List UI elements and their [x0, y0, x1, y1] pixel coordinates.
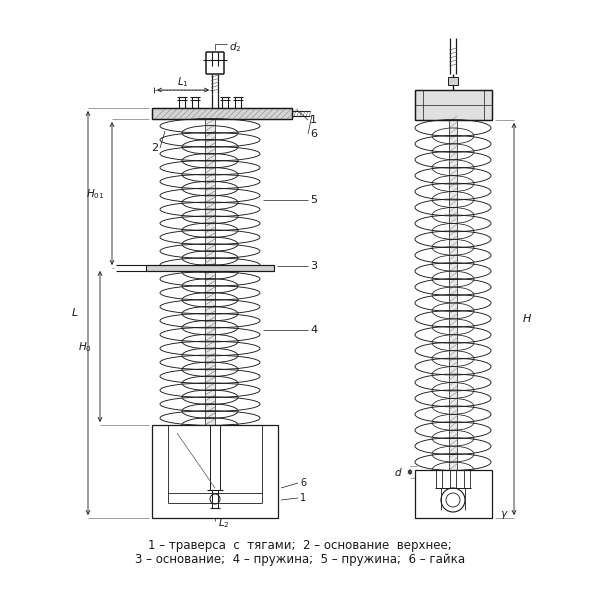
Text: $H_0$: $H_0$ [78, 340, 92, 354]
Bar [415, 470, 492, 518]
Text: $L_1$: $L_1$ [177, 75, 189, 89]
Text: 1: 1 [300, 493, 306, 503]
Text: $d$: $d$ [394, 466, 403, 478]
Bar [152, 425, 278, 518]
Text: $d_2$: $d_2$ [229, 40, 241, 54]
Bar [448, 77, 458, 85]
Text: 1 – траверса  с  тягами;  2 – основание  верхнее;: 1 – траверса с тягами; 2 – основание вер… [148, 539, 452, 551]
Text: $\gamma$: $\gamma$ [500, 509, 509, 521]
Text: $L_2$: $L_2$ [218, 516, 230, 530]
Text: L: L [72, 308, 78, 318]
Text: 1: 1 [310, 115, 317, 125]
Bar [415, 90, 492, 120]
Bar [146, 265, 274, 271]
Bar [205, 119, 215, 425]
Text: 4: 4 [310, 325, 317, 335]
Text: 3: 3 [310, 261, 317, 271]
Text: $d_1$: $d_1$ [162, 505, 175, 519]
Text: 5: 5 [310, 195, 317, 205]
Text: 6: 6 [300, 478, 306, 488]
Bar [449, 120, 457, 470]
Text: $H_{01}$: $H_{01}$ [86, 187, 104, 201]
Text: 6: 6 [310, 129, 317, 139]
Text: H: H [523, 314, 532, 324]
Text: 3 – основание;  4 – пружина;  5 – пружина;  6 – гайка: 3 – основание; 4 – пружина; 5 – пружина;… [135, 553, 465, 566]
Bar [152, 108, 292, 119]
Text: 2: 2 [151, 143, 158, 153]
